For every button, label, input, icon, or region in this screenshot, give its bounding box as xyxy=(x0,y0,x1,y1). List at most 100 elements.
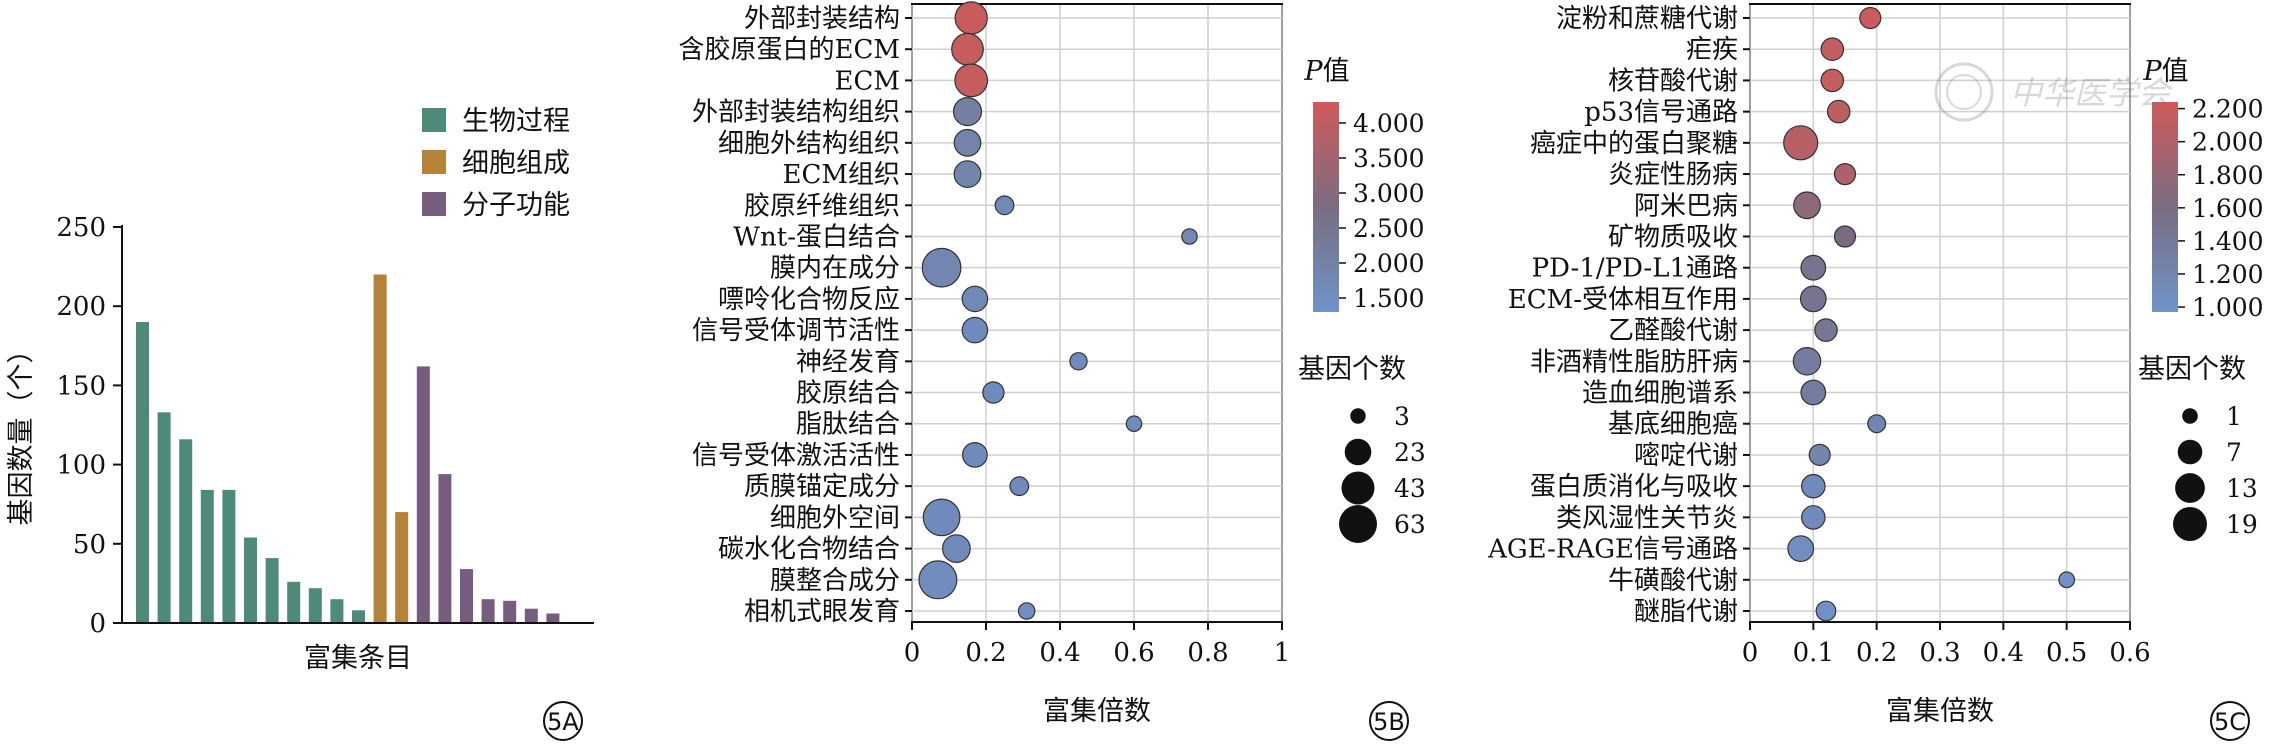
point-17 xyxy=(922,498,961,537)
bar-1-1 xyxy=(136,322,149,623)
color-legend-title: P值 xyxy=(2142,56,2188,87)
category-label-16: 蛋白质消化与吸收 xyxy=(1530,472,1738,502)
y-tick-label: 250 xyxy=(56,213,106,243)
bar-1-8 xyxy=(287,581,301,623)
point-7 xyxy=(1793,191,1821,220)
panel-c-xlabel: 富集倍数 xyxy=(1886,696,1994,727)
size-legend-dot-4 xyxy=(1339,505,1377,543)
panel-b-color-legend: P值4.000 3.500 3.000 2.500 2.000 1.500 xyxy=(1303,56,1424,313)
y-tick-label: 200 xyxy=(56,292,106,322)
size-legend-label-2: 23 xyxy=(1394,438,1426,467)
category-label-19: 膜整合成分 xyxy=(770,566,900,596)
point-20 xyxy=(1815,600,1837,622)
category-label-12: 非酒精性脂肪肝病 xyxy=(1530,347,1738,377)
point-13 xyxy=(1800,379,1827,406)
color-tick-label-4: 1.600 xyxy=(2192,194,2264,223)
panel-c-category-labels: 淀粉和蔗糖代谢疟疾核苷酸代谢p53信号通路癌症中的蛋白聚糖炎症性肠病阿米巴病矿物… xyxy=(1487,4,1750,627)
size-legend-dot-1 xyxy=(1350,408,1366,424)
bar-1-4 xyxy=(200,489,214,623)
point-1 xyxy=(1859,6,1882,30)
x-tick-label-7: 0.6 xyxy=(2109,638,2150,668)
legend-label-3: 分子功能 xyxy=(462,190,570,221)
color-tick-label-3: 3.000 xyxy=(1353,179,1425,208)
x-tick-label-3: 0.4 xyxy=(1039,638,1080,668)
category-label-4: 外部封装结构组织 xyxy=(692,98,900,128)
category-label-13: 胶原结合 xyxy=(796,379,900,409)
category-label-3: 核苷酸代谢 xyxy=(1608,66,1738,96)
panel-a-badge-text: 5A xyxy=(547,708,579,736)
color-tick-label-4: 2.500 xyxy=(1353,214,1425,243)
point-10 xyxy=(1799,285,1827,313)
x-tick-label-2: 0.1 xyxy=(1793,638,1834,668)
color-tick-label-2: 2.000 xyxy=(2192,128,2264,157)
panel-b-category-labels: 外部封装结构含胶原蛋白的ECMECM外部封装结构组织细胞外结构组织ECM组织胶原… xyxy=(679,4,912,627)
category-label-5: 细胞外结构组织 xyxy=(718,129,900,159)
bar-3-4 xyxy=(481,599,495,623)
point-9 xyxy=(1800,254,1827,281)
size-legend-dot-1 xyxy=(2182,408,2198,424)
color-tick-label-6: 1.500 xyxy=(1353,284,1425,313)
size-legend-label-3: 43 xyxy=(1394,474,1426,503)
x-tick-label-5: 0.8 xyxy=(1187,638,1228,668)
category-label-9: PD-1/PD-L1通路 xyxy=(1532,254,1738,284)
bar-1-10 xyxy=(330,599,344,623)
category-label-6: 炎症性肠病 xyxy=(1608,160,1738,190)
watermark-logo: 中华医学会 xyxy=(1934,62,2173,122)
point-12 xyxy=(1069,352,1088,371)
panel-c-bubble-chart: 淀粉和蔗糖代谢疟疾核苷酸代谢p53信号通路癌症中的蛋白聚糖炎症性肠病阿米巴病矿物… xyxy=(1487,3,2264,741)
point-9 xyxy=(921,247,962,288)
size-legend-label-4: 19 xyxy=(2226,510,2258,539)
panel-b-bubble-chart: 外部封装结构含胶原蛋白的ECMECM外部封装结构组织细胞外结构组织ECM组织胶原… xyxy=(679,1,1426,741)
size-legend-label-2: 7 xyxy=(2226,438,2242,467)
point-2 xyxy=(1820,37,1845,61)
point-4 xyxy=(952,96,983,127)
panel-b-xlabel: 富集倍数 xyxy=(1043,696,1151,727)
x-tick-label-2: 0.2 xyxy=(965,638,1006,668)
category-label-17: 细胞外空间 xyxy=(770,503,900,533)
category-label-7: 阿米巴病 xyxy=(1634,191,1738,221)
panel-b-points xyxy=(918,1,1198,620)
category-label-17: 类风湿性关节炎 xyxy=(1556,503,1738,533)
category-label-12: 神经发育 xyxy=(796,347,900,377)
category-label-16: 质膜锚定成分 xyxy=(744,472,900,502)
size-legend-dot-4 xyxy=(2173,507,2207,541)
point-15 xyxy=(1808,443,1831,466)
color-bar xyxy=(2152,102,2178,312)
panel-a-ylabel: 基因数量（个） xyxy=(6,337,37,526)
point-10 xyxy=(961,285,989,313)
y-tick-label: 150 xyxy=(56,371,106,401)
point-19 xyxy=(918,560,958,600)
watermark-seal-icon xyxy=(1934,62,1994,122)
color-legend-title: P值 xyxy=(1303,56,1349,87)
panel-c-badge-text: 5C xyxy=(2214,708,2246,736)
point-17 xyxy=(1801,505,1826,530)
point-14 xyxy=(1125,415,1143,432)
color-tick-label-6: 1.200 xyxy=(2192,260,2264,289)
point-4 xyxy=(1826,99,1851,124)
panel-a-badge: 5A xyxy=(543,701,583,741)
category-label-8: 矿物质吸收 xyxy=(1608,222,1738,252)
point-16 xyxy=(1801,473,1826,499)
category-label-8: Wnt-蛋白结合 xyxy=(733,222,900,252)
category-label-18: 碳水化合物结合 xyxy=(718,535,900,565)
category-label-2: 疟疾 xyxy=(1686,35,1738,65)
panel-c-size-legend: 基因个数 1 7 13 19 xyxy=(2138,354,2258,541)
point-19 xyxy=(2058,571,2076,589)
category-label-5: 癌症中的蛋白聚糖 xyxy=(1530,129,1738,159)
color-tick-label-2: 3.500 xyxy=(1353,144,1425,173)
legend-swatch-2 xyxy=(422,150,446,174)
bar-3-7 xyxy=(546,613,560,623)
size-legend-label-3: 13 xyxy=(2226,474,2258,503)
bar-2-1 xyxy=(373,274,387,623)
category-label-14: 脂肽结合 xyxy=(796,410,900,440)
point-6 xyxy=(953,160,982,189)
bar-1-2 xyxy=(157,412,171,623)
bar-1-9 xyxy=(308,588,322,623)
category-label-6: ECM组织 xyxy=(783,160,901,190)
point-8 xyxy=(1181,228,1198,245)
y-tick-label: 50 xyxy=(73,530,106,560)
size-legend-label-1: 1 xyxy=(2226,402,2242,431)
panel-b-size-legend: 基因个数 3 23 43 63 xyxy=(1298,354,1426,543)
x-tick-label-4: 0.6 xyxy=(1113,638,1154,668)
point-8 xyxy=(1833,225,1857,248)
